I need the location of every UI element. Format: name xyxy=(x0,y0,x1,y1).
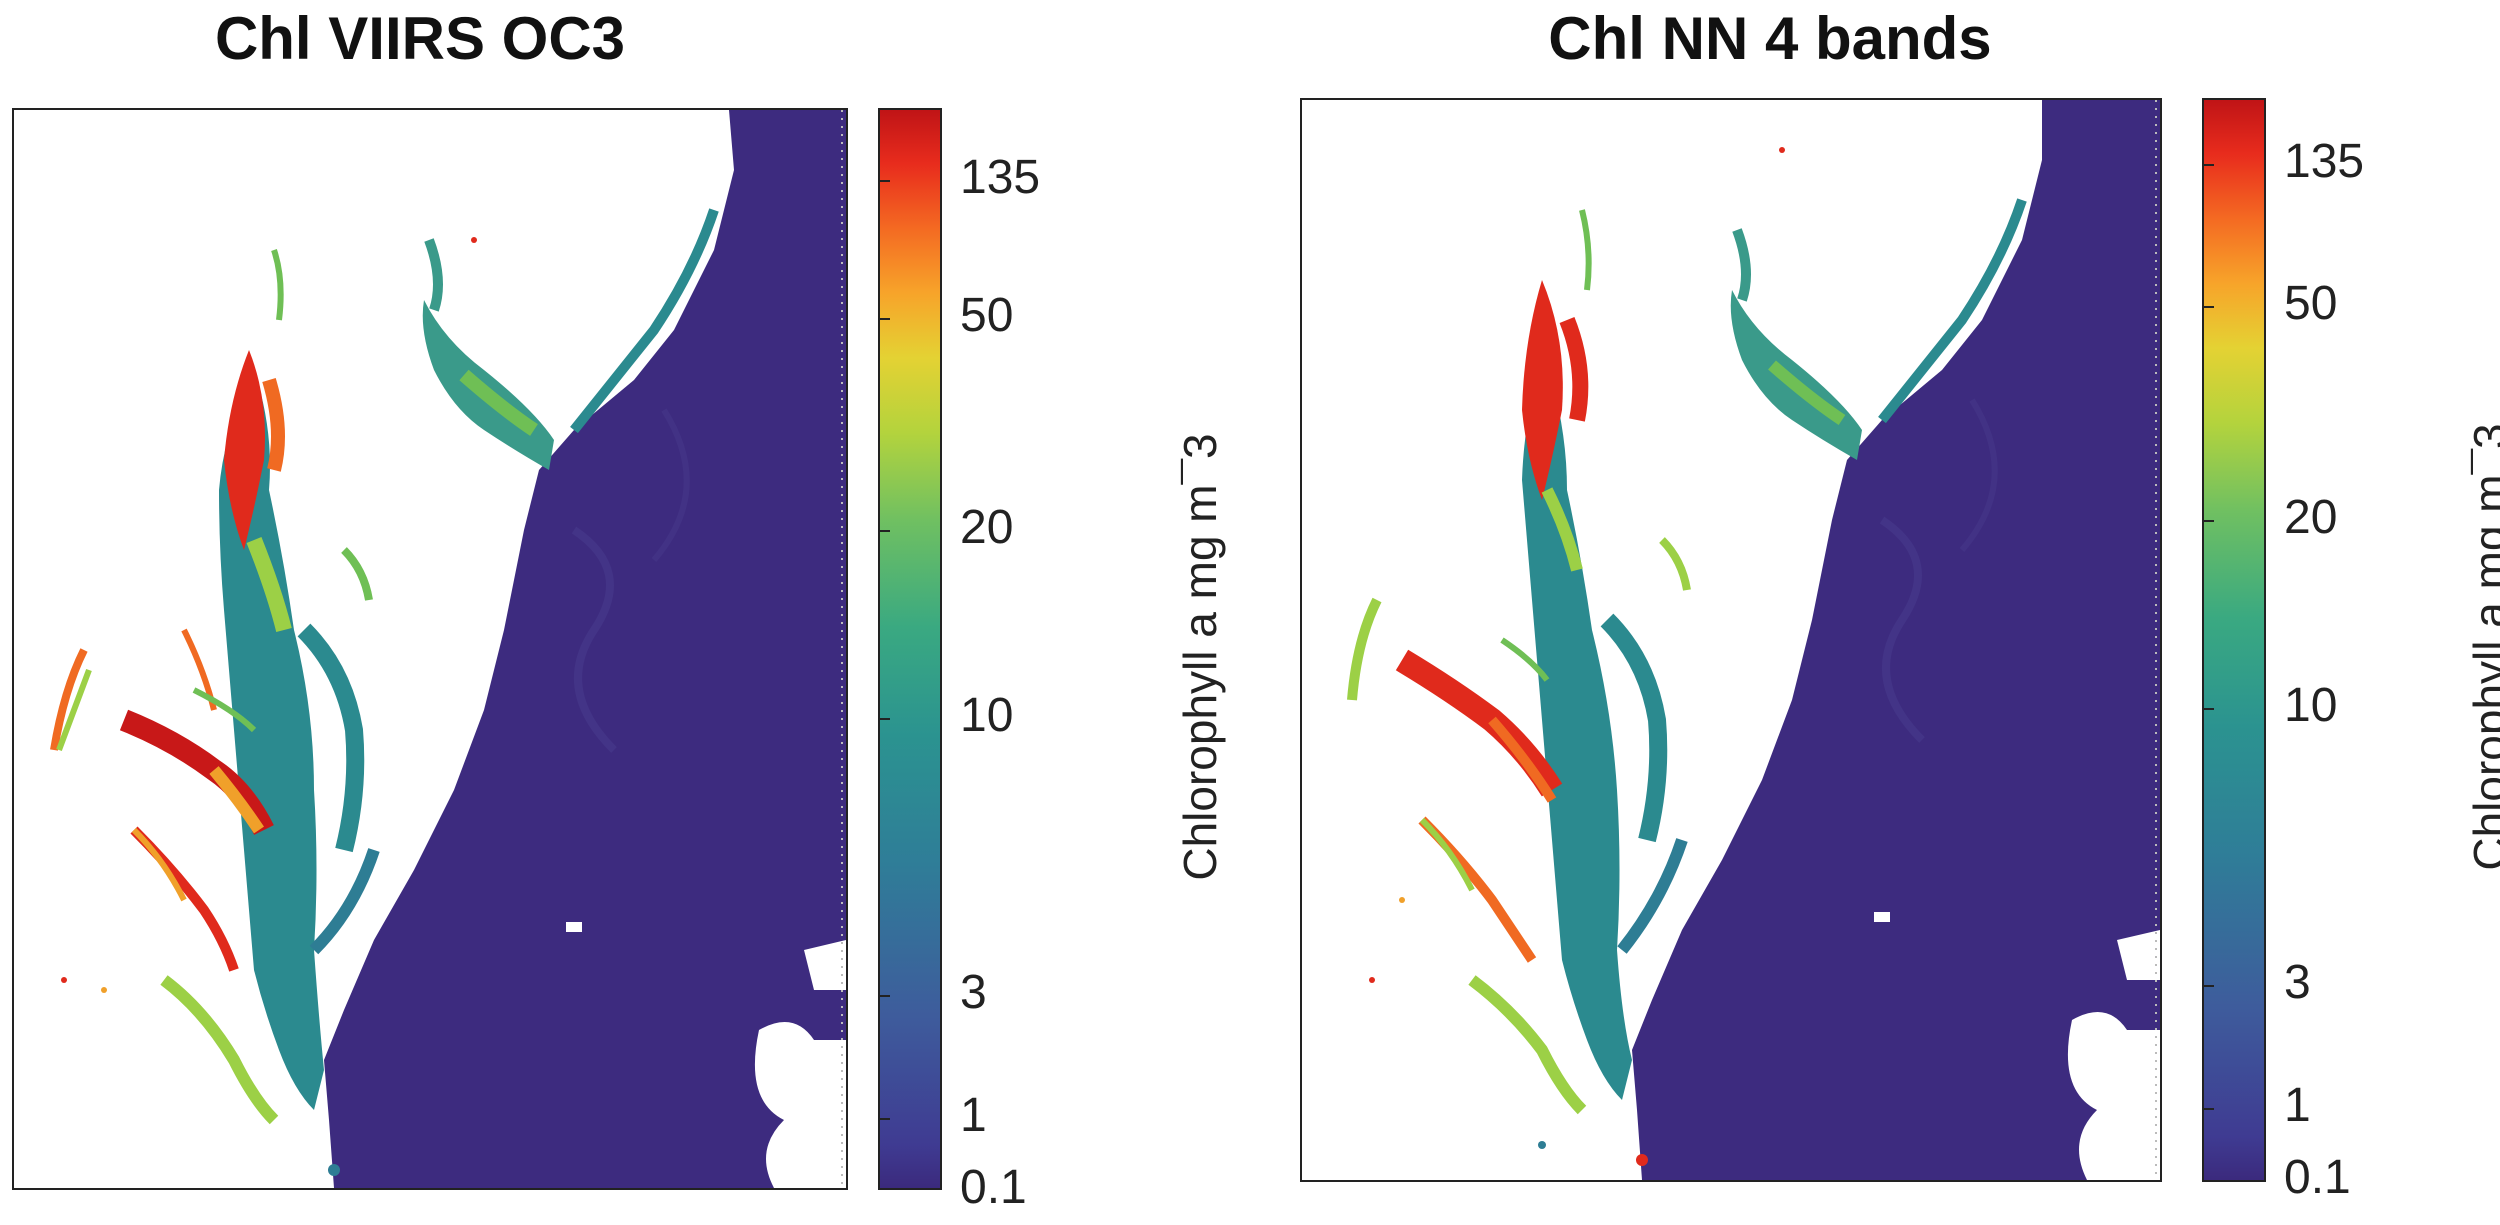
ocean-area xyxy=(1632,100,2160,1180)
colorbar xyxy=(878,108,942,1190)
colorbar-tick: 20 xyxy=(960,501,1014,554)
chlorophyll-map xyxy=(12,108,848,1190)
colorbar-tick: 10 xyxy=(2284,679,2338,732)
colorbar-label: Chlorophyll a mg m¯3 xyxy=(2464,423,2500,871)
colorbar-tick: 0.1 xyxy=(2284,1151,2351,1204)
potomac-river xyxy=(1395,649,1563,797)
chesapeake-bay xyxy=(1522,350,1632,1100)
colorbar-tick: 135 xyxy=(2284,135,2365,188)
panel-viirs-oc3: Chl VIIRS OC3 xyxy=(12,5,1226,1214)
colorbar-tick: 50 xyxy=(960,289,1014,342)
colorbar-tick: 50 xyxy=(2284,277,2338,330)
chlorophyll-map xyxy=(1300,98,2162,1182)
potomac-river xyxy=(119,709,274,836)
colorbar-label: Chlorophyll a mg m¯3 xyxy=(1174,433,1226,881)
colorbar-tick: 20 xyxy=(2284,491,2338,544)
colorbar-tick: 0.1 xyxy=(960,1161,1027,1214)
colorbar-tick: 1 xyxy=(960,1089,987,1142)
high-chl-upper-bay xyxy=(224,350,265,550)
cloud-patch xyxy=(754,1022,846,1188)
colorbar-tick: 135 xyxy=(960,151,1041,204)
panel-nn-4-bands: Chl NN 4 bands xyxy=(1270,0,2500,1225)
high-chl-upper-bay xyxy=(1522,280,1563,500)
delaware-bay xyxy=(422,300,554,470)
colorbar-tick: 10 xyxy=(960,689,1014,742)
colorbar-tick: 3 xyxy=(960,966,987,1019)
cloud-patch xyxy=(2067,1012,2160,1180)
map-image xyxy=(50,110,846,1188)
panel-title: Chl VIIRS OC3 xyxy=(214,5,626,72)
chesapeake-bay xyxy=(219,370,324,1110)
map-image xyxy=(1347,100,2160,1180)
colorbar-tick: 1 xyxy=(2284,1079,2311,1132)
panel-title: Chl NN 4 bands xyxy=(1548,5,1992,72)
colorbar xyxy=(2202,98,2266,1182)
colorbar-tick: 3 xyxy=(2284,956,2311,1009)
delaware-bay xyxy=(1730,290,1862,460)
